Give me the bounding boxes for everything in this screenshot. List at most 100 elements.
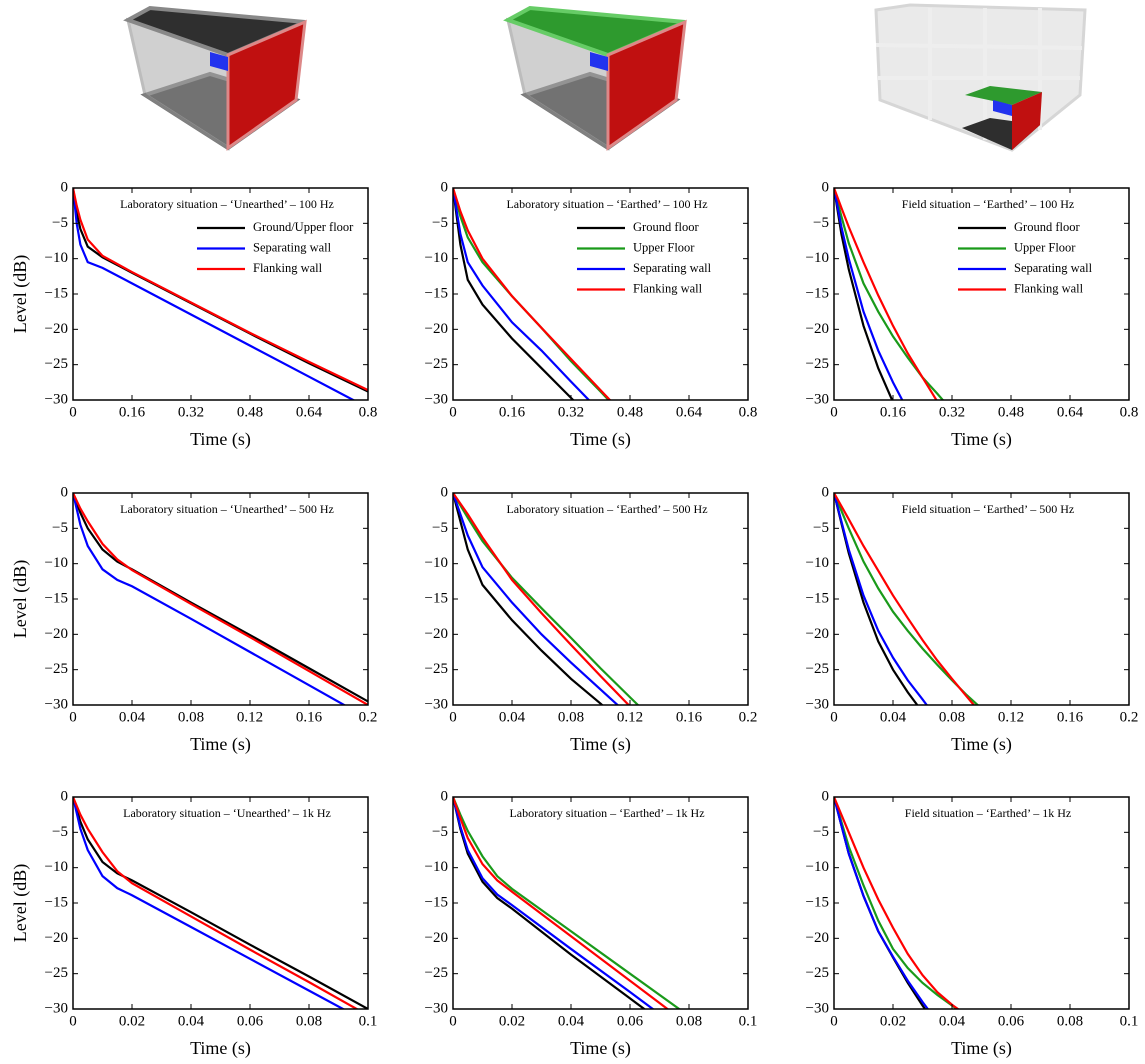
x-tick-label: 0.2: [1120, 709, 1139, 725]
y-tick-label: −30: [45, 391, 68, 407]
y-tick-label: −5: [52, 824, 68, 840]
series-line: [73, 493, 368, 701]
x-tick-label: 0.32: [178, 404, 204, 420]
x-tick-label: 0.04: [939, 1013, 966, 1029]
x-tick-label: 0: [449, 709, 457, 725]
y-tick-label: −25: [425, 356, 448, 372]
y-tick-label: −15: [425, 894, 448, 910]
x-tick-label: 0.2: [739, 709, 758, 725]
figure: 0 0.16 0.32 0.48 0.64 0.8 0 −5 −10 −15 −20 −25 −30 Ti…: [0, 0, 1145, 1064]
chart-panel: 00.040.080.120.160.20−5−10−15−20−25−30Ti…: [10, 484, 377, 755]
x-axis-label: Time (s): [951, 1038, 1012, 1059]
series-line: [73, 188, 368, 390]
y-tick-label: −30: [806, 696, 829, 712]
y-tick-label: −30: [425, 1000, 448, 1016]
series-line: [453, 188, 601, 412]
series-line: [453, 797, 689, 1016]
legend-label: Separating wall: [253, 240, 332, 254]
y-tick-label: −10: [45, 859, 68, 875]
x-tick-label: 0: [449, 404, 457, 420]
y-tick-label: 0: [441, 484, 449, 500]
series-line: [453, 493, 630, 730]
plot-frame: [834, 493, 1129, 705]
x-tick-label: 0.8: [1120, 404, 1139, 420]
y-tick-label: −20: [45, 626, 68, 642]
legend-label: Upper Floor: [633, 240, 695, 254]
y-tick-label: −15: [45, 590, 68, 606]
y-tick-label: −30: [425, 696, 448, 712]
legend-label: Separating wall: [633, 261, 712, 275]
chart-title: Laboratory situation – ‘Unearthed’ – 1k …: [123, 806, 331, 820]
chart-panel: 00.020.040.060.080.10−5−10−15−20−25−30Ti…: [10, 788, 377, 1059]
x-tick-label: 0.8: [739, 404, 758, 420]
y-tick-label: −25: [806, 965, 829, 981]
x-tick-label: 0.64: [1057, 404, 1084, 420]
x-tick-label: 0.02: [119, 1013, 145, 1029]
y-tick-label: 0: [822, 484, 830, 500]
y-tick-label: −5: [52, 520, 68, 536]
y-tick-label: −10: [45, 555, 68, 571]
series-line: [453, 188, 601, 428]
x-axis-label: Time (s): [190, 1038, 251, 1059]
series-line: [453, 493, 630, 716]
y-tick-label: −15: [806, 285, 829, 301]
x-tick-label: 0.08: [178, 709, 204, 725]
series-line: [834, 493, 982, 709]
x-tick-label: 0.12: [617, 709, 643, 725]
plot-frame: [73, 493, 368, 705]
x-axis-label: Time (s): [951, 429, 1012, 450]
series-line: [453, 188, 630, 421]
y-tick-label: −30: [806, 391, 829, 407]
y-tick-label: −15: [806, 590, 829, 606]
y-tick-label: −10: [806, 250, 829, 266]
chart-title: Laboratory situation – ‘Earthed’ – 500 H…: [506, 502, 707, 516]
x-axis-label: Time (s): [570, 429, 631, 450]
chart-title: Field situation – ‘Earthed’ – 1k Hz: [905, 806, 1071, 820]
x-tick-label: 0.02: [880, 1013, 906, 1029]
x-tick-label: 0.1: [359, 1013, 378, 1029]
page: 0 0.16 0.32 0.48 0.64 0.8 0 −5 −10 −15 −20 −25 −30 Ti…: [0, 0, 1145, 1064]
x-tick-label: 0.48: [237, 404, 263, 420]
y-tick-label: 0: [61, 179, 69, 195]
x-tick-label: 0.32: [939, 404, 965, 420]
x-tick-label: 0.08: [558, 709, 584, 725]
y-tick-label: −15: [806, 894, 829, 910]
y-tick-label: −5: [432, 215, 448, 231]
legend-label: Ground/Upper floor: [253, 220, 354, 234]
x-tick-label: 0.16: [1057, 709, 1084, 725]
series-line: [834, 797, 937, 1022]
y-tick-label: −25: [45, 661, 68, 677]
series-line: [453, 493, 660, 726]
y-tick-label: −15: [425, 285, 448, 301]
series-line: [834, 188, 937, 401]
x-tick-label: 0.08: [1057, 1013, 1083, 1029]
y-tick-label: −30: [425, 391, 448, 407]
series-line: [834, 493, 937, 719]
x-tick-label: 0: [830, 709, 838, 725]
legend-label: Flanking wall: [633, 281, 703, 295]
y-tick-label: 0: [822, 788, 830, 804]
x-axis-label: Time (s): [190, 429, 251, 450]
x-tick-label: 0: [830, 404, 838, 420]
x-tick-label: 0: [449, 1013, 457, 1029]
x-tick-label: 0.06: [237, 1013, 264, 1029]
plot-frame: [453, 188, 748, 400]
room-illustration: [128, 8, 305, 148]
y-tick-label: −15: [425, 590, 448, 606]
x-tick-label: 0.02: [499, 1013, 525, 1029]
legend-label: Separating wall: [1014, 261, 1093, 275]
series-line: [834, 188, 952, 411]
y-tick-label: −20: [425, 930, 448, 946]
legend-label: Flanking wall: [253, 261, 323, 275]
x-tick-label: 0.16: [296, 709, 323, 725]
x-tick-label: 0.1: [739, 1013, 758, 1029]
y-tick-label: −30: [45, 696, 68, 712]
x-axis-label: Time (s): [190, 734, 251, 755]
building-illustration: [876, 5, 1085, 150]
y-tick-label: −10: [806, 859, 829, 875]
x-tick-label: 0.32: [558, 404, 584, 420]
